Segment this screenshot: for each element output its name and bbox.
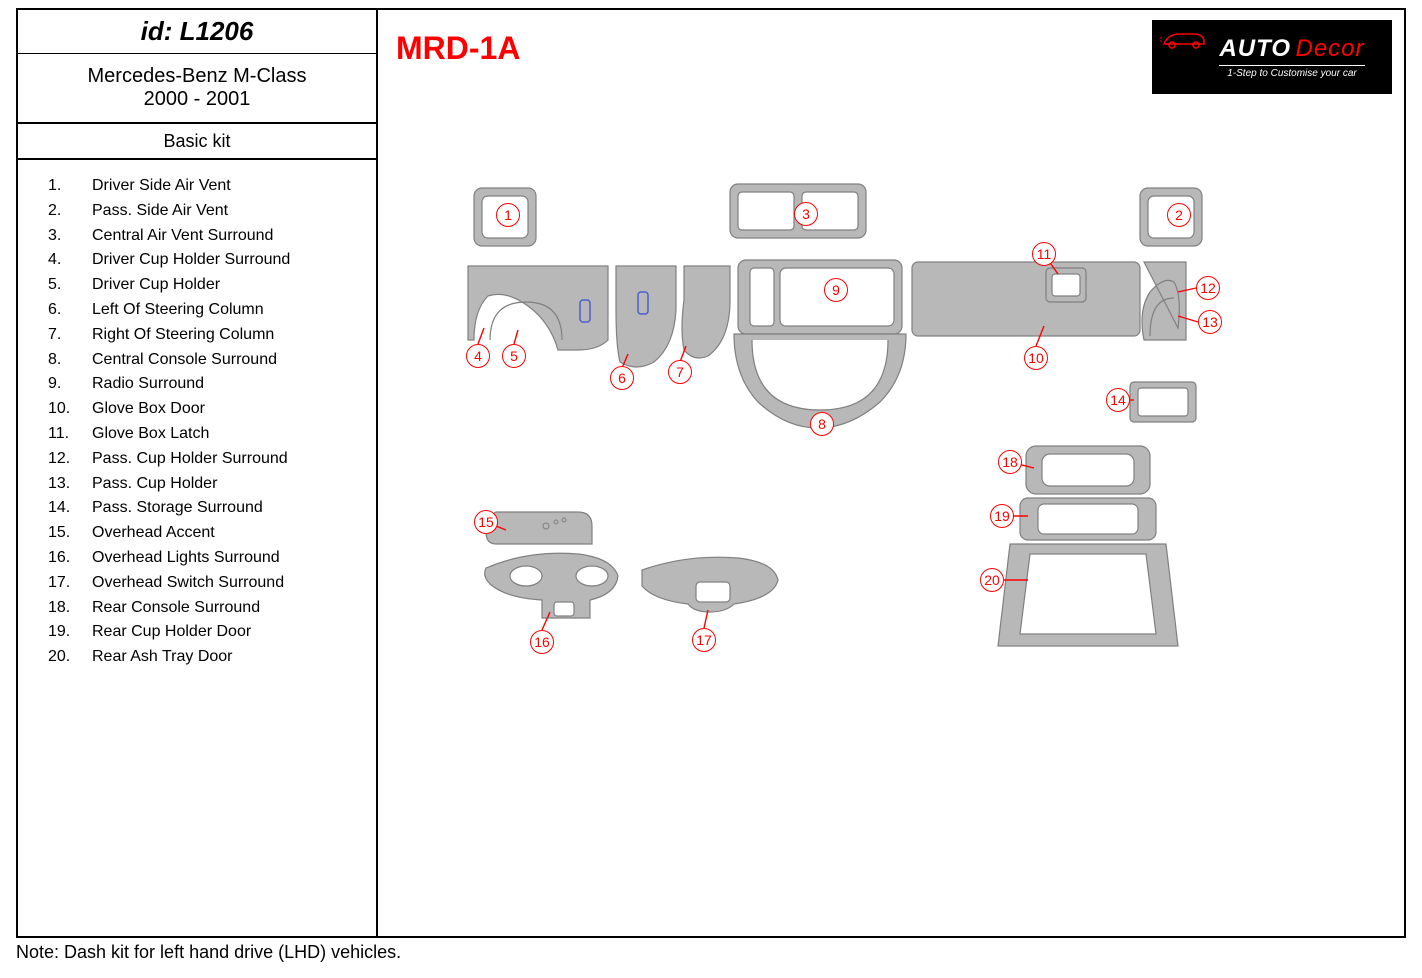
parts-num: 19. [48,620,92,645]
parts-label: Rear Ash Tray Door [92,645,233,670]
parts-num: 16. [48,546,92,571]
parts-label: Driver Side Air Vent [92,174,231,199]
parts-num: 17. [48,571,92,596]
parts-label: Driver Cup Holder [92,273,220,298]
parts-label: Overhead Accent [92,521,215,546]
parts-row: 15.Overhead Accent [48,521,358,546]
parts-label: Overhead Lights Surround [92,546,280,571]
parts-row: 16.Overhead Lights Surround [48,546,358,571]
parts-row: 2.Pass. Side Air Vent [48,199,358,224]
parts-row: 14.Pass. Storage Surround [48,496,358,521]
parts-num: 6. [48,298,92,323]
parts-label: Pass. Cup Holder Surround [92,447,288,472]
callout-20: 20 [980,568,1004,592]
callout-14: 14 [1106,388,1130,412]
callout-6: 6 [610,366,634,390]
model-line2: 2000 - 2001 [144,88,251,111]
callout-5: 5 [502,344,526,368]
parts-num: 7. [48,323,92,348]
parts-label: Central Air Vent Surround [92,224,273,249]
parts-row: 7.Right Of Steering Column [48,323,358,348]
parts-row: 17.Overhead Switch Surround [48,571,358,596]
parts-list: 1.Driver Side Air Vent2.Pass. Side Air V… [18,160,376,670]
parts-num: 4. [48,248,92,273]
left-panel: id: L1206 Mercedes-Benz M-Class 2000 - 2… [18,10,378,936]
callout-17: 17 [692,628,716,652]
parts-row: 8.Central Console Surround [48,348,358,373]
parts-num: 12. [48,447,92,472]
callout-12: 12 [1196,276,1220,300]
parts-row: 5.Driver Cup Holder [48,273,358,298]
parts-row: 20.Rear Ash Tray Door [48,645,358,670]
parts-label: Central Console Surround [92,348,277,373]
model-line1: Mercedes-Benz M-Class [88,65,307,88]
parts-num: 8. [48,348,92,373]
header-id: id: L1206 [18,10,376,54]
parts-label: Glove Box Door [92,397,205,422]
parts-row: 19.Rear Cup Holder Door [48,620,358,645]
parts-num: 11. [48,422,92,447]
parts-row: 13.Pass. Cup Holder [48,472,358,497]
callout-15: 15 [474,510,498,534]
callout-11: 11 [1032,242,1056,266]
footer-note: Note: Dash kit for left hand drive (LHD)… [16,942,401,963]
diagram-svg [378,10,1406,936]
parts-num: 9. [48,372,92,397]
parts-label: Glove Box Latch [92,422,209,447]
parts-num: 3. [48,224,92,249]
parts-row: 4.Driver Cup Holder Surround [48,248,358,273]
parts-num: 20. [48,645,92,670]
parts-num: 13. [48,472,92,497]
callout-19: 19 [990,504,1014,528]
callout-4: 4 [466,344,490,368]
callout-3: 3 [794,202,818,226]
diagram-area: 1234567891011121314151617181920 [378,10,1406,936]
parts-label: Rear Cup Holder Door [92,620,251,645]
parts-label: Pass. Storage Surround [92,496,263,521]
callout-16: 16 [530,630,554,654]
parts-label: Pass. Cup Holder [92,472,217,497]
parts-label: Pass. Side Air Vent [92,199,228,224]
parts-row: 10.Glove Box Door [48,397,358,422]
parts-num: 10. [48,397,92,422]
parts-label: Right Of Steering Column [92,323,274,348]
parts-label: Overhead Switch Surround [92,571,284,596]
main-frame: id: L1206 Mercedes-Benz M-Class 2000 - 2… [16,8,1406,938]
parts-row: 9.Radio Surround [48,372,358,397]
parts-row: 11.Glove Box Latch [48,422,358,447]
header-model: Mercedes-Benz M-Class 2000 - 2001 [18,54,376,124]
callout-8: 8 [810,412,834,436]
parts-row: 18.Rear Console Surround [48,596,358,621]
parts-label: Left Of Steering Column [92,298,264,323]
callout-10: 10 [1024,346,1048,370]
parts-label: Driver Cup Holder Surround [92,248,290,273]
parts-num: 5. [48,273,92,298]
parts-row: 1.Driver Side Air Vent [48,174,358,199]
callout-9: 9 [824,278,848,302]
parts-num: 18. [48,596,92,621]
callout-2: 2 [1167,203,1191,227]
callout-7: 7 [668,360,692,384]
callout-13: 13 [1198,310,1222,334]
callout-1: 1 [496,203,520,227]
parts-label: Rear Console Surround [92,596,260,621]
parts-num: 14. [48,496,92,521]
parts-label: Radio Surround [92,372,204,397]
header-kit: Basic kit [18,124,376,160]
parts-num: 1. [48,174,92,199]
parts-num: 15. [48,521,92,546]
parts-row: 6.Left Of Steering Column [48,298,358,323]
callout-18: 18 [998,450,1022,474]
parts-row: 12.Pass. Cup Holder Surround [48,447,358,472]
parts-num: 2. [48,199,92,224]
parts-row: 3.Central Air Vent Surround [48,224,358,249]
